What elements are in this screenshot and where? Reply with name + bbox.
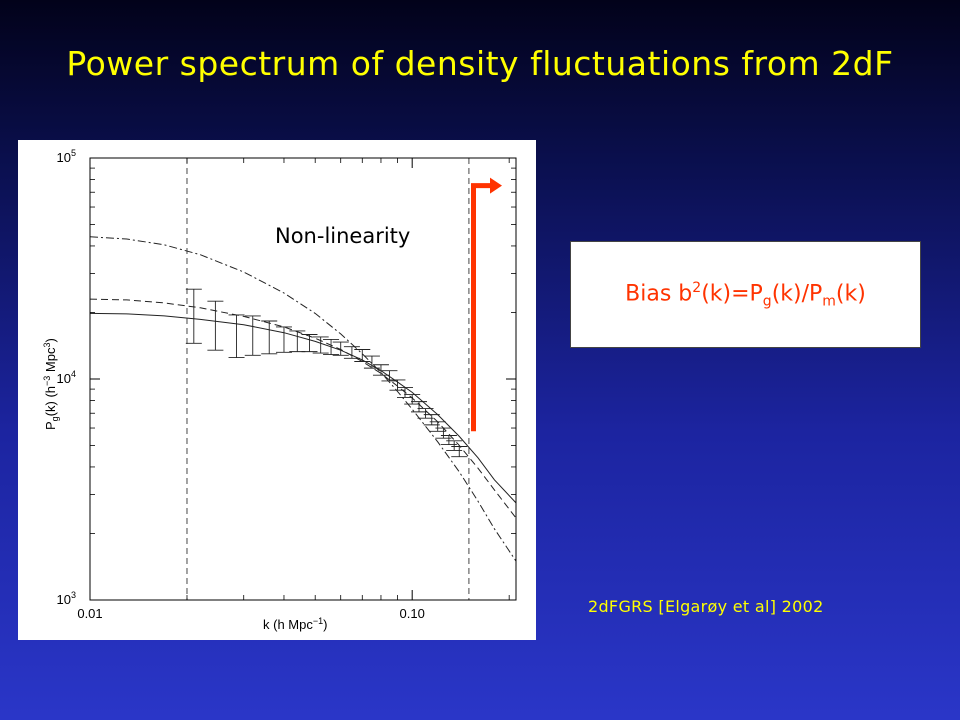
errorbar-12 [354, 349, 371, 362]
arrow-head [489, 177, 502, 194]
x-axis-label: k (h Mpc−1) [263, 616, 327, 632]
bias-formula-box: Bias b2(k)=Pg(k)/Pm(k) [570, 241, 921, 348]
error-bars [185, 288, 468, 458]
slide-title: Power spectrum of density fluctuations f… [66, 44, 894, 83]
errorbar-6 [289, 330, 306, 353]
errorbar-10 [332, 341, 349, 356]
errorbar-8 [312, 336, 329, 354]
errorbar-11 [343, 346, 360, 359]
vertical-cut-lines [186, 158, 470, 600]
y-tick-label: 104 [57, 369, 76, 386]
citation: 2dFGRS [Elgarøy et al] 2002 [588, 597, 824, 616]
curve-dashdot [89, 236, 517, 562]
errorbar-17 [397, 387, 414, 398]
errorbar-3 [244, 315, 261, 356]
errorbar-13 [363, 355, 380, 369]
arrow-shaft [471, 183, 492, 432]
errorbar-9 [323, 338, 340, 356]
errorbar-15 [381, 370, 398, 382]
errorbar-1 [207, 300, 224, 351]
nonlinearity-label: Non-linearity [275, 224, 411, 248]
errorbar-5 [275, 326, 292, 353]
axis-ticks: 0.01 0.10 103 104 105 [57, 148, 516, 621]
plot-svg: 0.01 0.10 103 104 105 Pg(k) (h−3 Mpc3) k (h … [42, 148, 517, 632]
y-axis-label: Pg(k) (h−3 Mpc3) [42, 338, 60, 430]
errorbar-18 [404, 394, 421, 405]
x-tick-label: 0.01 [77, 606, 102, 621]
y-tick-label: 105 [57, 148, 76, 165]
curve-solid [89, 312, 517, 504]
bias-formula: Bias b2(k)=Pg(k)/Pm(k) [625, 279, 866, 310]
errorbar-21 [423, 414, 440, 426]
errorbar-26 [451, 446, 468, 458]
curve-dashed [89, 298, 517, 519]
errorbar-2 [228, 314, 245, 359]
errorbar-16 [389, 379, 406, 391]
nonlinearity-arrow [471, 177, 502, 432]
errorbar-19 [411, 401, 428, 413]
errorbar-4 [261, 320, 278, 355]
errorbar-20 [417, 408, 434, 419]
errorbar-14 [372, 364, 389, 376]
y-tick-label: 103 [57, 590, 76, 607]
errorbar-0 [185, 288, 202, 344]
power-spectrum-plot: 0.01 0.10 103 104 105 Pg(k) (h−3 Mpc3) k (h … [18, 140, 536, 640]
x-tick-label: 0.10 [400, 606, 425, 621]
errorbar-7 [301, 334, 318, 353]
model-curves [89, 236, 517, 562]
